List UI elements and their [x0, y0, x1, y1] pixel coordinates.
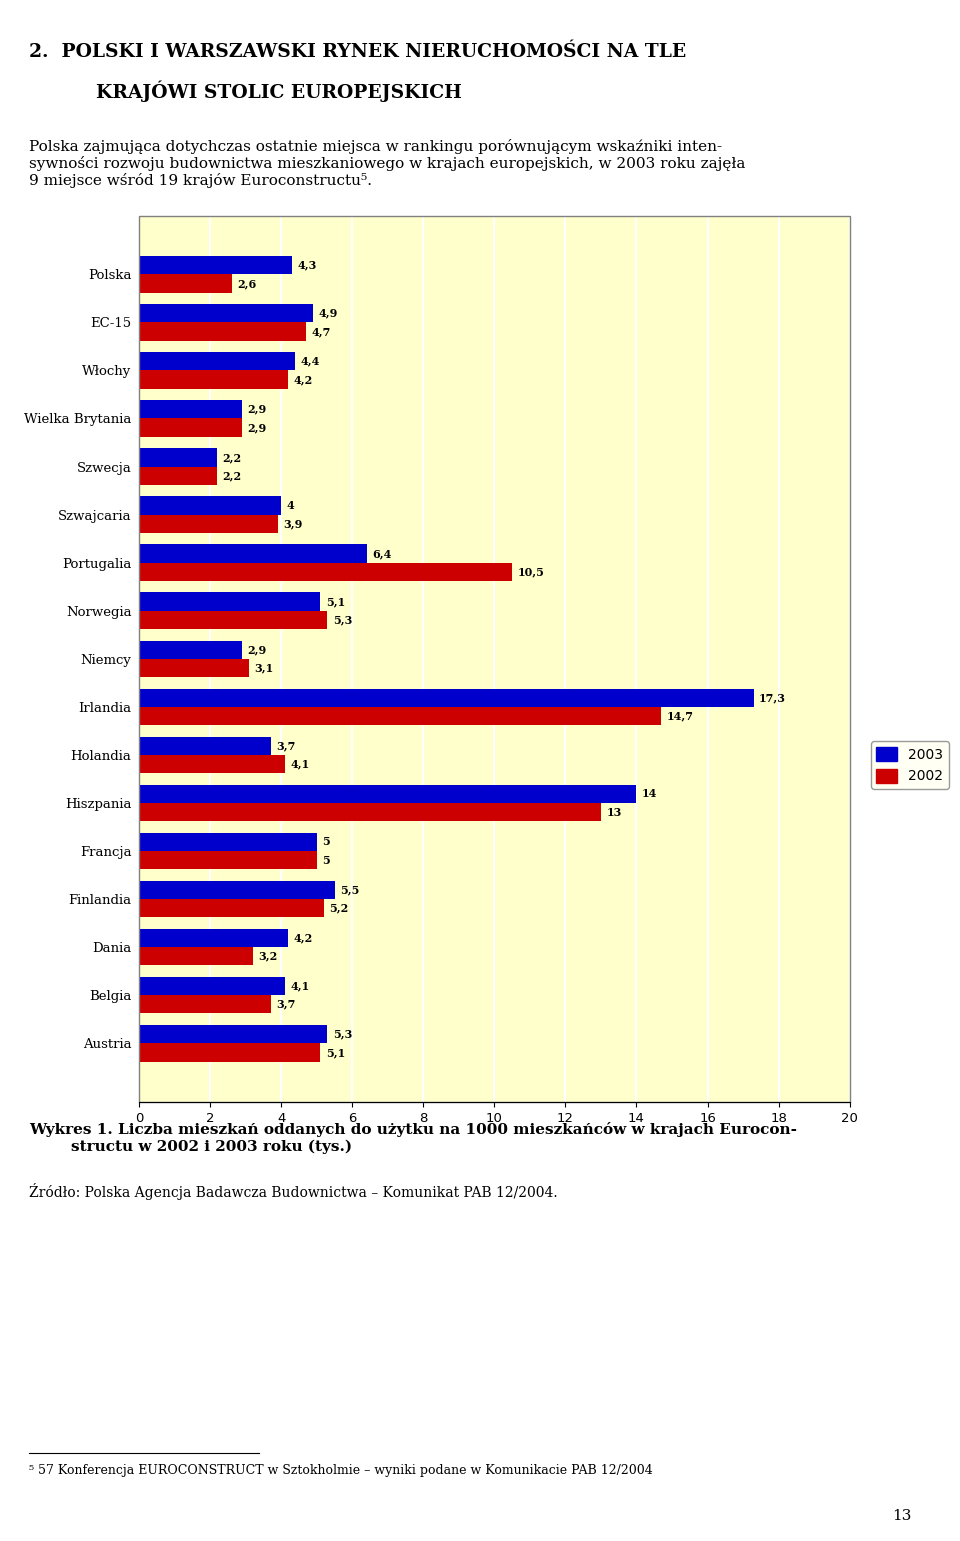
Text: 5,1: 5,1 — [325, 596, 345, 607]
Text: 17,3: 17,3 — [759, 692, 786, 703]
Text: 4,4: 4,4 — [300, 356, 321, 367]
Text: 13: 13 — [893, 1509, 912, 1523]
Text: 14,7: 14,7 — [666, 710, 694, 721]
Bar — [139, 592, 321, 610]
Bar — [139, 467, 217, 485]
Text: 5,3: 5,3 — [333, 1029, 352, 1040]
Bar — [139, 216, 850, 1102]
Text: 4,2: 4,2 — [294, 374, 313, 385]
Bar — [139, 274, 231, 293]
Bar — [139, 353, 296, 370]
Bar — [139, 851, 317, 869]
Text: 4,2: 4,2 — [294, 932, 313, 943]
Text: Wykres 1. Liczba mieszkań oddanych do użytku na 1000 mieszkańców w krajach Euroc: Wykres 1. Liczba mieszkań oddanych do uż… — [29, 1122, 797, 1154]
Bar — [139, 562, 513, 581]
Text: 4,1: 4,1 — [290, 980, 309, 991]
Text: 5,5: 5,5 — [340, 885, 359, 895]
Bar — [139, 419, 242, 436]
Text: 13: 13 — [607, 806, 622, 818]
Text: 4,7: 4,7 — [311, 327, 331, 337]
Bar — [139, 784, 636, 803]
Text: 2,9: 2,9 — [248, 422, 267, 433]
Bar — [139, 948, 252, 965]
Text: Polska zajmująca dotychczas ostatnie miejsca w rankingu porównującym wskaźniki i: Polska zajmująca dotychczas ostatnie mie… — [29, 139, 745, 188]
Bar — [139, 707, 661, 726]
Bar — [139, 929, 288, 948]
Bar — [139, 755, 285, 774]
Bar — [139, 689, 754, 707]
Text: 3,7: 3,7 — [276, 740, 296, 752]
Text: 4,3: 4,3 — [298, 259, 317, 271]
Text: 4,9: 4,9 — [319, 308, 338, 319]
Text: 5,3: 5,3 — [333, 615, 352, 626]
Text: ⁵ 57 Konferencja EUROCONSTRUCT w Sztokholmie – wyniki podane w Komunikacie PAB 1: ⁵ 57 Konferencja EUROCONSTRUCT w Sztokho… — [29, 1464, 653, 1476]
Text: 5,2: 5,2 — [329, 903, 348, 914]
Bar — [139, 660, 250, 676]
Text: 2,9: 2,9 — [248, 404, 267, 415]
Text: 2,2: 2,2 — [223, 452, 242, 462]
Bar — [139, 1043, 321, 1062]
Bar — [139, 1025, 327, 1043]
Bar — [139, 304, 313, 322]
Text: 5,1: 5,1 — [325, 1046, 345, 1059]
Text: 2,6: 2,6 — [237, 277, 256, 288]
Bar — [139, 881, 334, 898]
Text: 2,2: 2,2 — [223, 470, 242, 481]
Bar — [139, 370, 288, 388]
Bar — [139, 256, 292, 274]
Text: 4,1: 4,1 — [290, 758, 309, 769]
Text: 6,4: 6,4 — [372, 549, 392, 559]
Bar — [139, 401, 242, 419]
Bar — [139, 995, 271, 1014]
Bar — [139, 544, 367, 562]
Text: 3,7: 3,7 — [276, 999, 296, 1009]
Text: Źródło: Polska Agencja Badawcza Budownictwa – Komunikat PAB 12/2004.: Źródło: Polska Agencja Badawcza Budownic… — [29, 1183, 558, 1200]
Bar — [139, 448, 217, 467]
Bar — [139, 610, 327, 629]
Bar — [139, 322, 306, 341]
Text: 14: 14 — [642, 789, 658, 800]
Text: 5: 5 — [323, 837, 330, 848]
Text: 2.  POLSKI I WARSZAWSKI RYNEK NIERUCHOMOŚCI NA TLE: 2. POLSKI I WARSZAWSKI RYNEK NIERUCHOMOŚ… — [29, 43, 686, 62]
Text: 3,9: 3,9 — [283, 518, 302, 529]
Text: 5: 5 — [323, 855, 330, 866]
Bar — [139, 496, 281, 515]
Bar — [139, 803, 601, 821]
Bar — [139, 641, 242, 660]
Text: 3,2: 3,2 — [258, 951, 277, 962]
Legend: 2003, 2002: 2003, 2002 — [871, 741, 948, 789]
Bar — [139, 898, 324, 917]
Text: KRAJÓWI STOLIC EUROPEJSKICH: KRAJÓWI STOLIC EUROPEJSKICH — [96, 80, 462, 102]
Text: 3,1: 3,1 — [254, 663, 274, 673]
Bar — [139, 832, 317, 851]
Text: 4: 4 — [287, 499, 295, 512]
Bar — [139, 977, 285, 995]
Text: 10,5: 10,5 — [517, 566, 544, 578]
Bar — [139, 737, 271, 755]
Text: 2,9: 2,9 — [248, 644, 267, 655]
Bar — [139, 515, 277, 533]
